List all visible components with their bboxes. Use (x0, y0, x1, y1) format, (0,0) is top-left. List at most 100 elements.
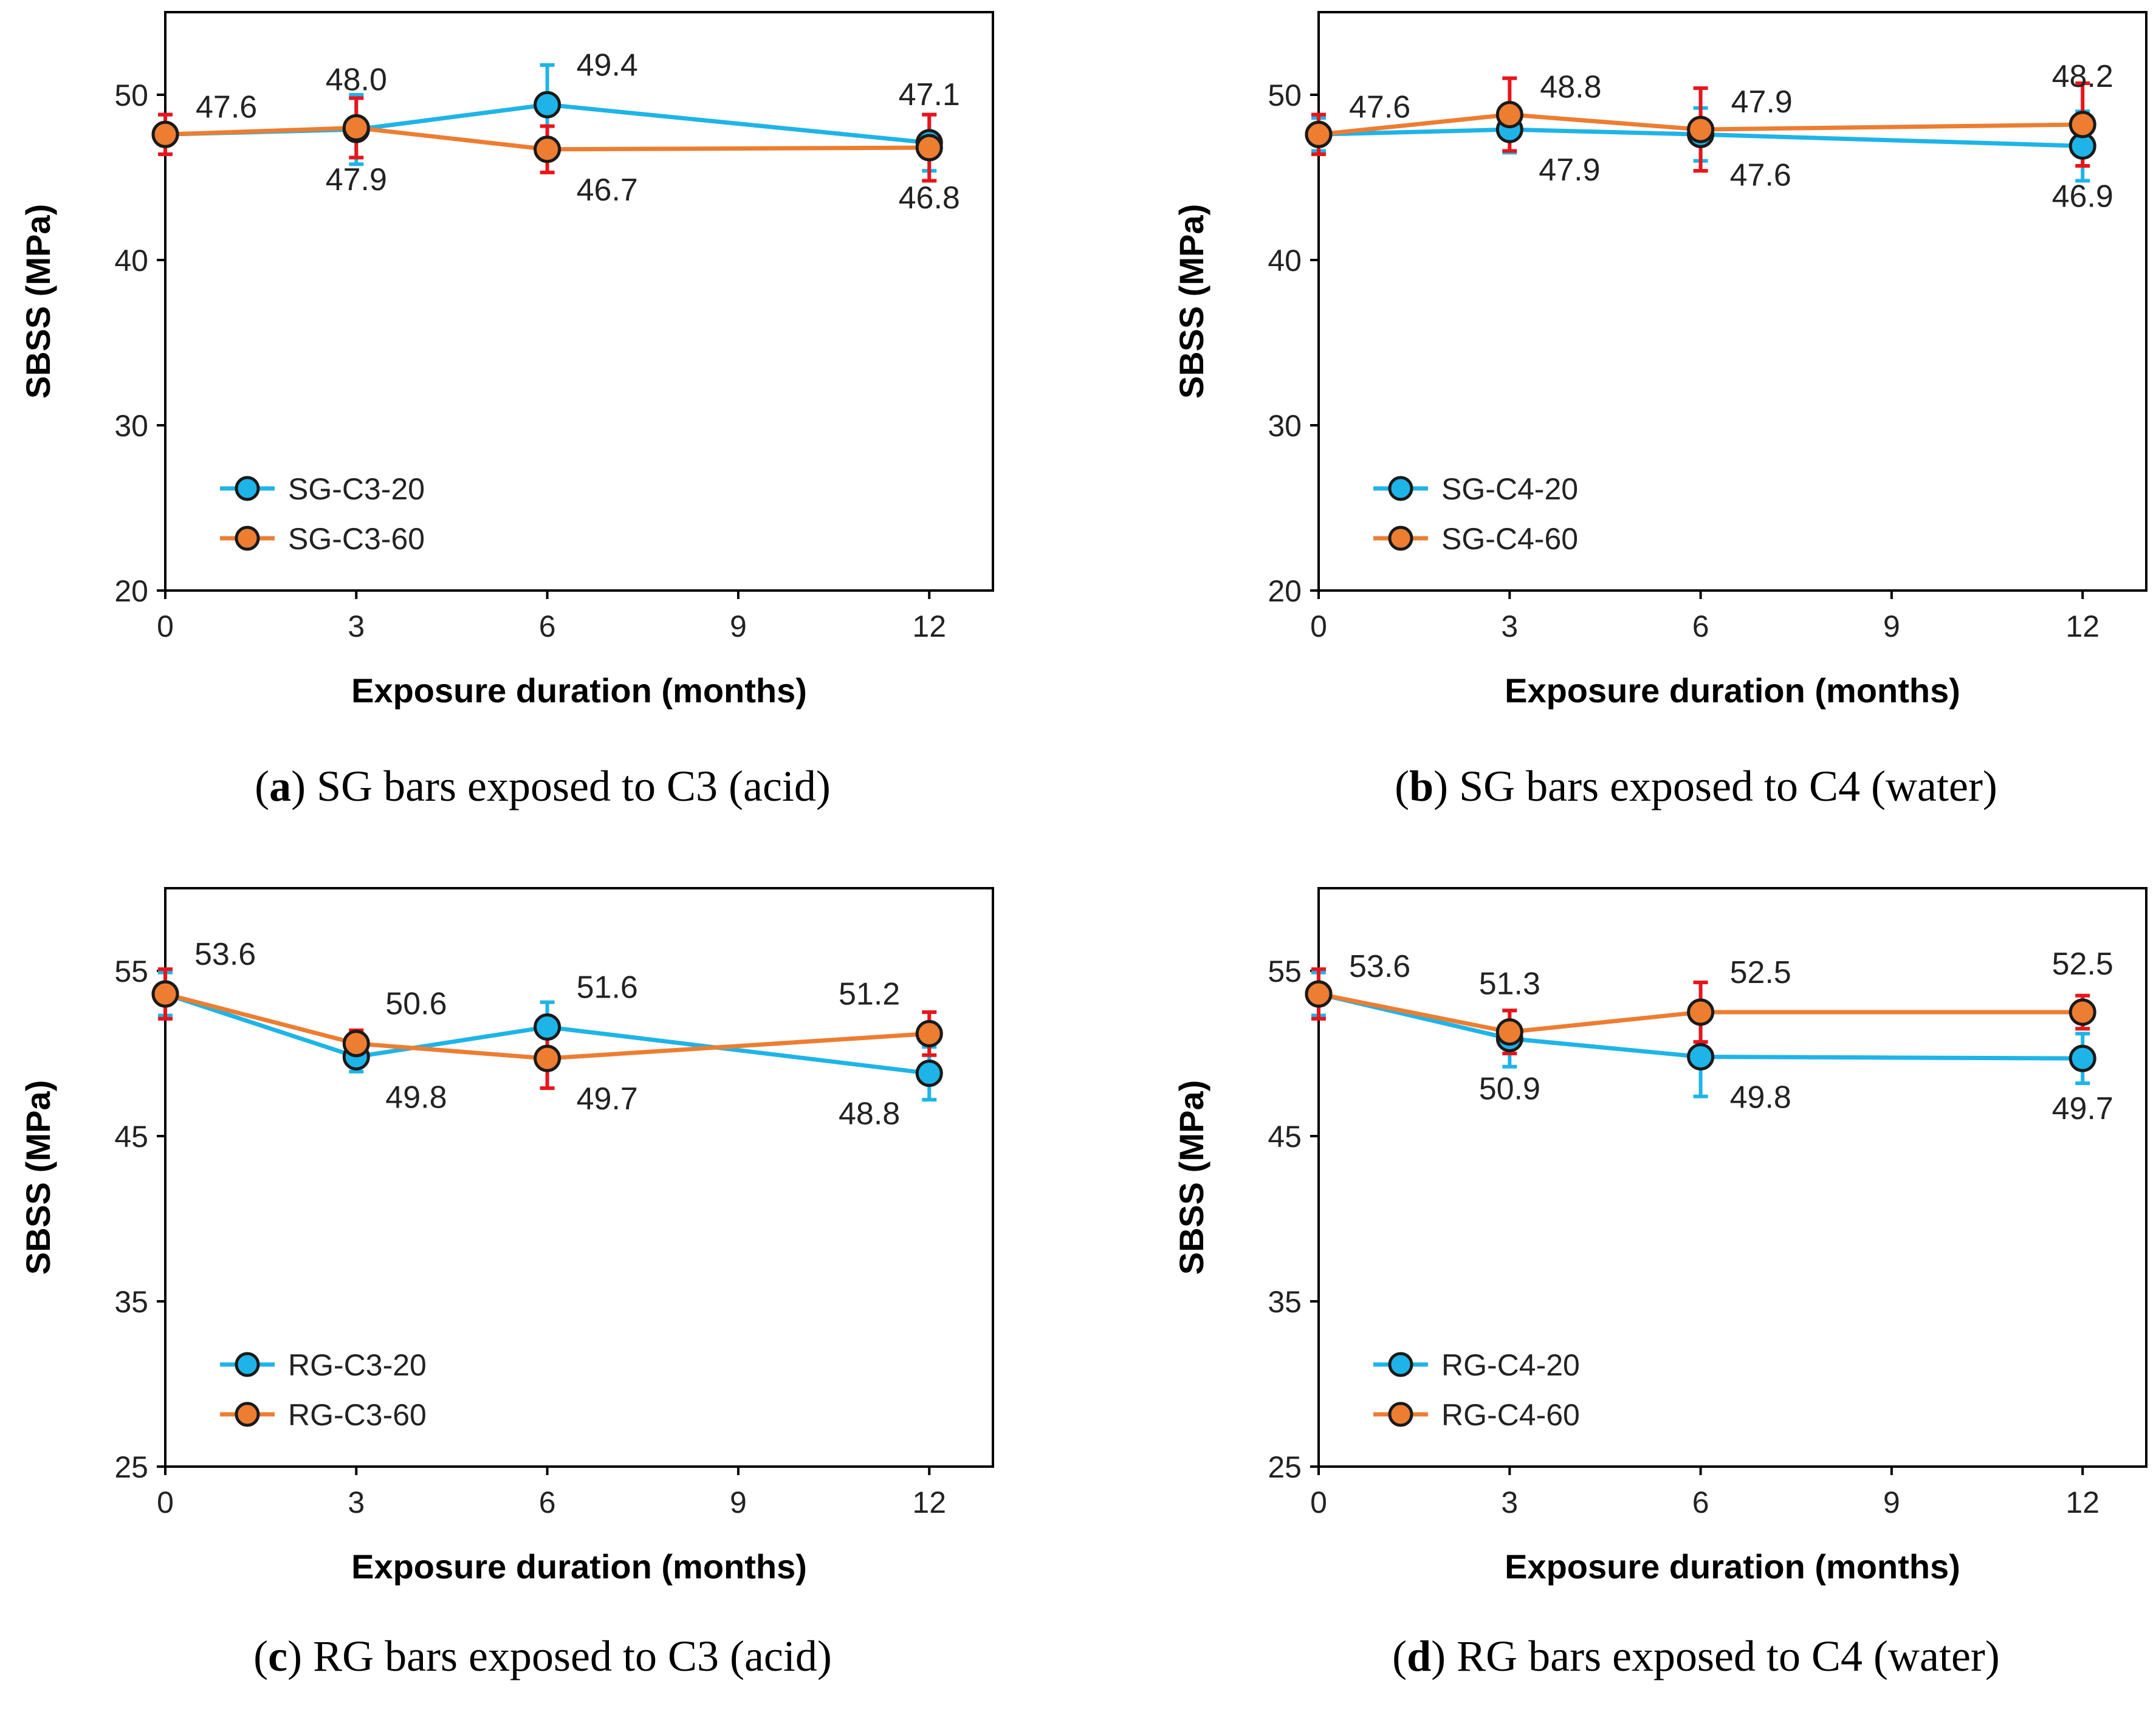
y-tick-label: 45 (114, 1120, 148, 1154)
series-line-SG-C3-60 (165, 125, 930, 152)
data-point-RG-C4-60 (1687, 998, 1715, 1026)
data-label: 48.8 (1540, 70, 1601, 105)
legend-entry: RG-C3-20 (288, 1348, 427, 1382)
plot-area (164, 887, 994, 1468)
data-label: 47.6 (1730, 157, 1791, 193)
data-label: 47.6 (196, 89, 257, 125)
x-tick-label: 0 (1310, 609, 1327, 643)
data-label: 53.6 (194, 937, 256, 972)
data-label: 48.8 (839, 1097, 900, 1132)
data-point-SG-C4-60 (1495, 101, 1523, 129)
y-tick-label: 25 (1268, 1450, 1302, 1484)
data-point-RG-C3-60 (915, 1019, 943, 1047)
data-point-SG-C3-20 (534, 91, 561, 118)
series-line-SG-C4-20 (1318, 127, 2083, 148)
y-tick-label: 30 (1268, 409, 1302, 443)
data-point-RG-C4-20 (1687, 1043, 1715, 1070)
data-label: 48.2 (2052, 59, 2113, 94)
data-label: 47.9 (326, 162, 387, 197)
legend-entry: SG-C4-20 (1441, 472, 1578, 506)
data-point-RG-C4-60 (1495, 1018, 1523, 1046)
legend-marker (235, 1402, 260, 1427)
y-tick-label: 40 (114, 244, 148, 278)
data-label: 52.5 (1730, 955, 1791, 990)
x-tick-label: 9 (1883, 609, 1900, 643)
data-point-RG-C3-60 (534, 1044, 561, 1072)
y-tick-label: 20 (1268, 574, 1302, 608)
data-point-SG-C3-60 (342, 114, 370, 142)
x-tick-label: 3 (1501, 1485, 1518, 1519)
legend-entry: SG-C3-60 (288, 522, 425, 556)
caption-open-paren: ( (1395, 762, 1409, 810)
caption-open-paren: ( (253, 1632, 268, 1680)
legend-marker (1388, 1352, 1413, 1377)
data-label: 49.8 (385, 1080, 447, 1115)
legend-marker (1388, 526, 1413, 551)
x-tick-label: 3 (1501, 609, 1518, 643)
legend-entry: SG-C4-60 (1441, 522, 1578, 556)
x-tick-label: 3 (348, 1485, 365, 1519)
x-axis-title: Exposure duration (months) (351, 671, 807, 710)
panel-c: 0 3 6 9 12 25 35 45 55 Exposure duration (months)… (19, 887, 994, 1680)
data-point-RG-C4-60 (1305, 980, 1333, 1008)
legend-entry: RG-C3-60 (288, 1398, 427, 1432)
y-axis-title: SBSS (MPa) (19, 204, 57, 399)
panel-caption: (b) SG bars exposed to C4 (water) (1395, 762, 1997, 810)
legend-entry: SG-C3-20 (288, 472, 425, 506)
x-tick-label: 0 (1310, 1485, 1327, 1519)
legend-marker (1388, 1402, 1413, 1427)
data-label: 50.9 (1479, 1072, 1540, 1107)
data-point-RG-C3-60 (342, 1030, 370, 1058)
legend-entry: RG-C4-60 (1441, 1398, 1580, 1432)
caption-text: SG bars exposed to C3 (acid) (317, 762, 831, 810)
data-label: 51.2 (839, 976, 900, 1012)
data-label: 48.0 (326, 62, 387, 97)
y-axis-title: SBSS (MPa) (1172, 1080, 1210, 1275)
caption-close-paren: ) (1433, 762, 1459, 810)
y-tick-label: 20 (114, 574, 148, 608)
data-point-RG-C3-60 (151, 980, 179, 1008)
panel-caption: (d) RG bars exposed to C4 (water) (1392, 1632, 2000, 1680)
caption-close-paren: ) (291, 762, 317, 810)
x-tick-label: 0 (157, 609, 174, 643)
data-label: 53.6 (1349, 949, 1410, 984)
caption-text: SG bars exposed to C4 (water) (1459, 762, 1997, 810)
data-label: 50.6 (385, 987, 447, 1022)
x-tick-label: 12 (912, 1485, 946, 1519)
series-line-RG-C4-20 (1318, 991, 2083, 1061)
panel-d: 0 3 6 9 12 25 35 45 55 Exposure duration (months)… (1172, 887, 2147, 1680)
data-point-SG-C4-60 (1687, 115, 1715, 143)
x-tick-label: 12 (2065, 1485, 2099, 1519)
series-line-RG-C3-60 (165, 991, 930, 1061)
y-tick-label: 50 (114, 78, 148, 112)
caption-text: RG bars exposed to C3 (acid) (313, 1632, 832, 1680)
data-label: 49.7 (2052, 1091, 2113, 1126)
data-label: 52.5 (2052, 947, 2113, 982)
data-label: 46.7 (577, 173, 638, 208)
caption-text: RG bars exposed to C4 (water) (1457, 1632, 2000, 1680)
y-tick-label: 25 (114, 1450, 148, 1484)
data-point-RG-C4-60 (2068, 998, 2096, 1026)
y-tick-label: 45 (1268, 1120, 1302, 1154)
x-tick-label: 6 (1692, 1485, 1709, 1519)
legend-marker (235, 476, 260, 501)
x-tick-label: 6 (539, 1485, 556, 1519)
x-axis-title: Exposure duration (months) (1505, 671, 1960, 710)
panel-a: 0 3 6 9 12 20 30 40 50 Exposure duration (months)… (19, 11, 994, 810)
x-tick-label: 12 (2065, 609, 2099, 643)
y-axis-title: SBSS (MPa) (1172, 204, 1210, 399)
y-tick-label: 50 (1268, 78, 1302, 112)
series-line-RG-C3-20 (164, 991, 930, 1076)
y-tick-label: 55 (114, 954, 148, 988)
caption-close-paren: ) (287, 1632, 313, 1680)
y-tick-label: 30 (114, 409, 148, 443)
data-point-SG-C4-60 (2068, 111, 2096, 139)
y-tick-label: 35 (114, 1285, 148, 1319)
caption-letter: d (1407, 1632, 1431, 1680)
x-axis-title: Exposure duration (months) (351, 1547, 807, 1586)
data-point-RG-C3-20 (534, 1013, 561, 1041)
y-tick-label: 40 (1268, 244, 1302, 278)
data-point-SG-C4-60 (1305, 120, 1333, 148)
data-label: 49.7 (577, 1081, 638, 1117)
